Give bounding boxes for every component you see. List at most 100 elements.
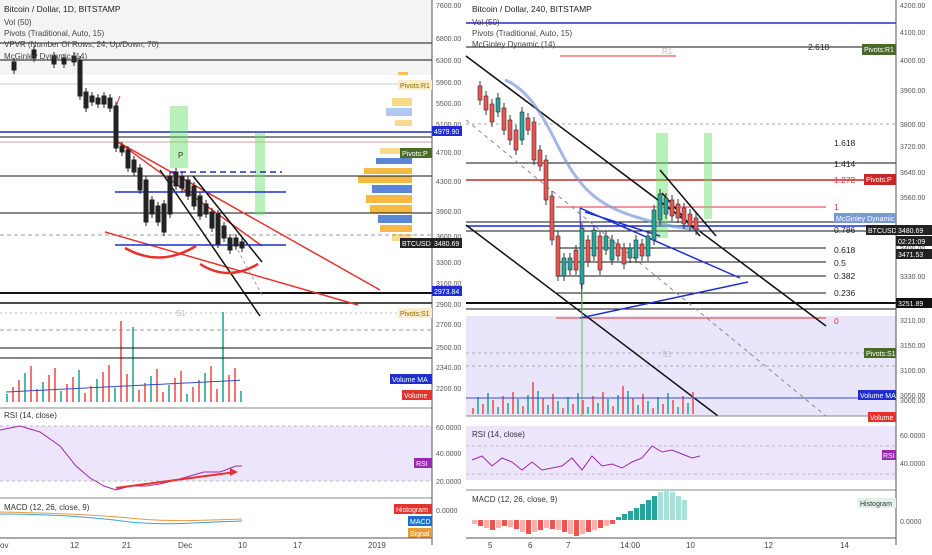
right-candle: [603, 235, 609, 251]
right-macd-title: MACD (12, 26, close, 9): [472, 495, 558, 504]
left-volume-bar: [30, 366, 32, 402]
left-chart[interactable]: P S1: [0, 0, 432, 331]
left-time-axis[interactable]: ov 12 21 Dec 10 17 2019: [0, 537, 432, 550]
right-rsi-pane[interactable]: RSI (14, close): [466, 415, 896, 480]
right-fib-label: 0.5: [834, 258, 846, 268]
right-mcginley-label: McGinley Dynamic (14): [472, 40, 555, 49]
right-volume-bar: [542, 398, 544, 414]
left-macd-axis-0: 0.0000: [436, 508, 458, 515]
left-rsi-axis-20: 20.0000: [436, 479, 461, 486]
right-macd-bar: [646, 500, 651, 520]
right-tag-btc: BTCUSD: [868, 228, 897, 235]
right-volume-bar: [657, 397, 659, 414]
right-tag-btc-value: 3480.69: [898, 228, 923, 235]
right-volume-bar: [637, 405, 639, 414]
right-mcginley-line: [504, 78, 701, 232]
right-candle: [621, 247, 627, 265]
right-volume-bar: [512, 392, 514, 414]
right-candle: [525, 117, 531, 131]
right-candle: [537, 149, 543, 167]
left-candle: [137, 167, 143, 191]
right-candle: [645, 235, 651, 257]
left-candle: [191, 185, 197, 207]
right-fib-label: 0.236: [834, 288, 856, 298]
left-vol-label: Vol (50): [4, 18, 32, 27]
right-macd-bar: [478, 520, 483, 526]
right-volume-bar: [577, 393, 579, 414]
right-volume-bar: [627, 391, 629, 414]
right-macd-bar: [610, 520, 615, 524]
right-volume-bar: [477, 397, 479, 414]
right-candle: [669, 199, 675, 217]
right-macd-bar: [490, 520, 495, 530]
left-vpvr-profile: [358, 72, 412, 241]
right-macd-bar: [574, 520, 579, 536]
left-x-tick: Dec: [178, 541, 192, 550]
right-tag-s1: Pivots:S1: [866, 351, 896, 358]
right-macd-bar: [526, 520, 531, 534]
right-candle: [477, 85, 483, 101]
left-mcginley-label: McGinley Dynamic (14): [4, 52, 87, 61]
right-volume-bar: [582, 400, 584, 414]
right-tag-volume: Volume: [870, 415, 893, 422]
right-rsi-line: [471, 445, 701, 471]
left-axis-label: 2200.00: [436, 386, 461, 393]
left-candle: [31, 49, 37, 59]
left-candle: [51, 55, 57, 65]
left-volume-bar: [132, 327, 134, 402]
left-volume-bar: [54, 368, 56, 402]
left-axis-label: 2500.00: [436, 345, 461, 352]
right-time-axis[interactable]: 5 6 7 14:00 10 12 14: [466, 537, 896, 550]
left-rsi-band: [0, 426, 432, 481]
right-volume-bar: [597, 403, 599, 414]
right-macd-bar: [580, 520, 585, 534]
left-rsi-pane[interactable]: RSI (14, close): [0, 407, 432, 491]
right-volume-pane[interactable]: [466, 382, 896, 414]
right-volume-bar: [672, 400, 674, 414]
left-vpvr-label: VPVR (Number Of Rows, 24, Up/Down, 70): [4, 40, 159, 49]
right-trendlines: [465, 55, 827, 417]
left-axis-label: 2340.00: [436, 365, 461, 372]
right-candle: [501, 107, 507, 131]
right-lower-shade: [466, 316, 896, 416]
left-candle: [95, 97, 101, 105]
left-axis-label: 7600.00: [436, 3, 461, 10]
left-rsi-arrowhead: [230, 468, 238, 476]
left-rsi-axis-40: 40.0000: [436, 451, 461, 458]
right-x-tick: 10: [686, 541, 695, 550]
right-chart[interactable]: 2.618 1.618 1.414 1.272 1 0.786 0.618 0.5 0.382 0…: [465, 0, 896, 417]
right-volume-bar: [612, 406, 614, 414]
right-macd-pane[interactable]: MACD (12, 26, close, 9): [466, 489, 896, 536]
right-price-axis[interactable]: 4200.00 4100.00 4000.00 3900.00 3800.00 3720.…: [895, 0, 932, 545]
right-s1-marker: S1: [662, 350, 672, 359]
right-pivots-label: Pivots (Traditional, Auto, 15): [472, 29, 573, 38]
right-axis-label: 3150.00: [900, 343, 925, 350]
right-candle: [543, 159, 549, 201]
right-candle: [663, 197, 669, 215]
right-volume-bar: [607, 399, 609, 414]
right-candles: [477, 81, 699, 289]
left-candle: [113, 105, 119, 149]
left-volume-bar: [168, 385, 170, 402]
right-candle: [675, 203, 681, 219]
left-volume-bar: [90, 386, 92, 402]
left-price-axis[interactable]: 7600.00 6800.00 6300.00 5900.00 5500.00 5100.…: [431, 0, 462, 545]
right-macd-bar: [598, 520, 603, 528]
left-volume-bar: [156, 369, 158, 402]
left-candle: [83, 91, 89, 109]
right-rsi-axis-60: 60.0000: [900, 433, 925, 440]
right-tag-rsi: RSI: [883, 453, 895, 460]
right-macd-bar: [562, 520, 567, 532]
left-volume-pane[interactable]: [0, 312, 432, 402]
right-fib-label: 1: [834, 202, 839, 212]
left-macd-pane[interactable]: MACD (12, 26, close, 9): [0, 497, 432, 525]
right-volume-bar: [527, 395, 529, 414]
right-x-tick: 12: [764, 541, 773, 550]
right-title: Bitcoin / Dollar, 240, BITSTAMP: [472, 4, 592, 14]
right-macd-bar: [484, 520, 489, 528]
left-x-tick: 12: [70, 541, 79, 550]
right-fib-label: 1.272: [834, 175, 856, 185]
left-volume-bar: [192, 387, 194, 402]
right-candle: [513, 129, 519, 151]
left-tag-r1: Pivots:R1: [400, 83, 430, 90]
